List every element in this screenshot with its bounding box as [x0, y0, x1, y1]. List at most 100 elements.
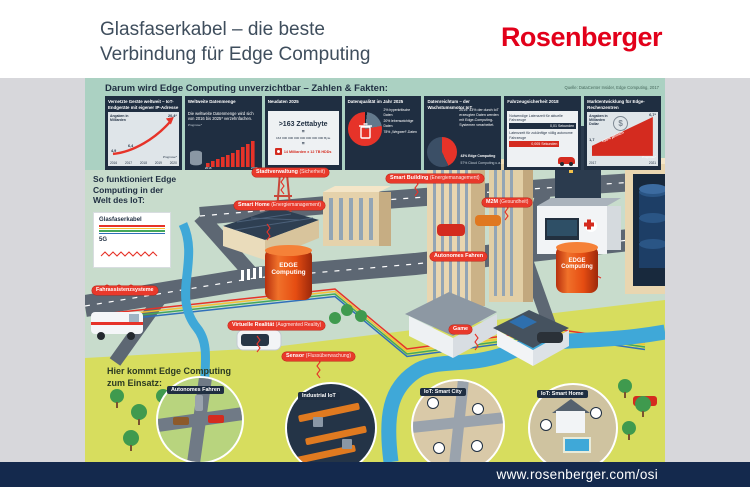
label-fahrassistenzsysteme: Fahrassistenzsysteme — [92, 286, 158, 296]
value-end: 6,7* — [649, 113, 657, 117]
car-orange — [475, 215, 501, 226]
pool-icon — [562, 436, 591, 453]
footer-bar: www.rosenberger.com/osi — [0, 462, 750, 487]
machine-icon — [341, 438, 352, 449]
stat-card-iot-growth: Datenreichtum – der Wachstumsmotor IoT 2… — [424, 96, 502, 170]
city-icon — [432, 442, 445, 455]
car-icon — [173, 416, 190, 425]
x-axis-years: 2017 2021 — [589, 161, 657, 165]
facts-heading: Darum wird Edge Computing unverzichtbar … — [105, 83, 388, 94]
bottom-margin — [0, 487, 750, 500]
rosenberger-logo: Rosenberger — [500, 22, 663, 52]
bar-chart — [189, 141, 255, 167]
stat-card-title: Fahrzeugsicherheit 2018 — [507, 99, 559, 104]
infographic-poster: Darum wird Edge Computing unverzichtbar … — [85, 78, 665, 462]
forecast-note: Prognose* — [187, 122, 202, 127]
car-icon — [194, 394, 203, 411]
label-game: Game — [449, 325, 472, 335]
5g-zigzag-icon — [100, 251, 158, 258]
edge-share-pie — [427, 137, 458, 167]
chart-unit-label: Angaben in Milliarden Dollar — [589, 114, 608, 127]
label-m2m: M2M (Gesundheit) — [482, 198, 533, 208]
label-virtuelle-realitaet: Virtuelle Realität (Augmented Reality) — [228, 321, 326, 331]
hdd-equivalent: 14 Milliarden x 12 TB HDDs — [274, 148, 331, 155]
label-smart-building: Smart Building (Energiemanagement) — [386, 174, 484, 184]
roof-icon — [552, 398, 591, 413]
value-end: 20,4* — [167, 114, 177, 118]
bytes-value: 163 000 000 000 000 000 000 000 Byte — [275, 136, 331, 140]
edge-computing-barrel-left: EDGE Computing — [265, 245, 312, 300]
edge-computing-barrel-right: EDGE Computing — [556, 242, 598, 293]
car-icon — [558, 157, 576, 166]
stat-card-title: Neudaten 2025 — [267, 99, 299, 104]
skyscraper-b — [489, 159, 533, 302]
stat-card-edge-market: Marktentwicklung für Edge-Rechenzentren … — [584, 96, 662, 170]
legend-box: Glasfaserkabel 5G — [93, 212, 171, 269]
house-icon — [555, 410, 586, 434]
value-start: 1,7 — [589, 138, 595, 142]
label-autonomes-fahren: Autonomes Fahren — [430, 252, 488, 262]
latency-panel: Notwendige Latenzzeit für aktuelle Fahrz… — [507, 111, 579, 167]
use-case-label-industrial: Industrial IoT — [298, 392, 340, 400]
page-title-line1: Glasfaserkabel – die beste — [100, 19, 325, 40]
stat-card-connected-devices: Vernetzte Geräte weltweit – IoT-Endgerät… — [105, 96, 182, 170]
car-icon — [208, 414, 225, 423]
bar-year-start: 2016 — [204, 166, 212, 170]
forecast-note: Prognose* — [162, 155, 177, 159]
pie-labels: 2% hyperkritische Daten 20% lebenswichti… — [383, 108, 417, 135]
city-icon — [427, 397, 440, 410]
zettabyte-panel: >163 Zettabyte = 163 000 000 000 000 000… — [267, 111, 339, 165]
stat-card-title: Vernetzte Geräte weltweit – IoT-Endgerät… — [108, 99, 179, 110]
latency-bar-current: 0,01 Sekunden — [509, 123, 577, 130]
stat-card-title: Weltweite Datenmenge — [187, 99, 236, 104]
use-case-label-smart-city: IoT: Smart City — [420, 388, 466, 396]
use-case-label-autonomous: Autonomes Fahren — [167, 386, 225, 394]
city-icon — [472, 402, 485, 415]
stat-card-body: Die weltweite Datenmenge wird sich von 2… — [187, 111, 254, 122]
stat-card-title: Marktentwicklung für Edge-Rechenzentren — [587, 99, 645, 110]
legend-5g-label: 5G — [99, 237, 108, 244]
trees — [110, 304, 651, 462]
energy-icon — [540, 419, 553, 432]
pie-label-cloud: 57% Cloud Computing u.a. — [460, 161, 501, 165]
value-mid: 6,4 — [128, 144, 134, 148]
use-cases-heading: Hier kommt Edge Computing zum Einsatz: — [107, 366, 232, 388]
stat-card-title: Datenreichtum – der Wachstumsmotor IoT — [427, 99, 473, 110]
value-start: 4,9 — [111, 149, 117, 153]
data-quality-pie — [347, 112, 382, 146]
forecast-note: Prognose* — [642, 155, 657, 159]
office-building — [323, 186, 391, 246]
area-chart-panel: Angaben in Milliarden Dollar $ +35% jähr… — [587, 112, 659, 166]
how-heading: So funktioniert Edge Computing in der We… — [93, 174, 177, 206]
legend-fiber-label: Glasfaserkabel — [99, 217, 142, 223]
stat-card-data-volume: Weltweite Datenmenge Die weltweite Daten… — [184, 96, 262, 170]
cloud-datacenter-building — [625, 158, 665, 294]
machine-icon — [313, 417, 324, 428]
fiber-stripes-icon — [99, 225, 165, 235]
house — [405, 292, 497, 358]
stat-card-vehicle-latency: Fahrzeugsicherheit 2018 Notwendige Laten… — [504, 96, 582, 170]
stat-card-data-quality: Datenqualität im Jahr 2025 2% hyperkriti… — [344, 96, 422, 170]
delivery-van — [91, 312, 143, 340]
line-chart — [112, 116, 174, 156]
page-title: Glasfaserkabel – die beste Verbindung fü… — [100, 17, 370, 67]
stat-card-new-data: Neudaten 2025 >163 Zettabyte = 163 000 0… — [264, 96, 342, 170]
lock-icon — [590, 407, 603, 420]
footer-url[interactable]: www.rosenberger.com/osi — [496, 467, 658, 482]
chart-unit-label: Angaben in Milliarden — [110, 114, 129, 123]
pie-label-edge: 43% Edge Computing — [460, 154, 496, 158]
header: Glasfaserkabel – die beste Verbindung fü… — [0, 0, 750, 78]
stats-cards-row: Vernetzte Geräte weltweit – IoT-Endgerät… — [105, 96, 662, 170]
stat-card-title: Datenqualität im Jahr 2025 — [347, 99, 404, 104]
source-note: Quelle: DataCenter Insider, Edge Computi… — [564, 85, 659, 90]
cloud-datacenter-barrels — [639, 184, 665, 268]
area-chart — [592, 116, 654, 156]
label-sensor: Sensor (Flussüberwachung) — [282, 352, 356, 362]
label-stadtverwaltung: Stadtverwaltung (Sicherheit) — [252, 168, 330, 178]
city-icon — [470, 440, 483, 453]
use-case-label-smart-home: IoT: Smart Home — [537, 390, 588, 398]
line-chart-panel: Angaben in Milliarden 4,9 6,4 20,4* 2016… — [108, 112, 179, 166]
trash-icon — [358, 123, 372, 139]
zettabyte-value: >163 Zettabyte — [278, 121, 328, 128]
